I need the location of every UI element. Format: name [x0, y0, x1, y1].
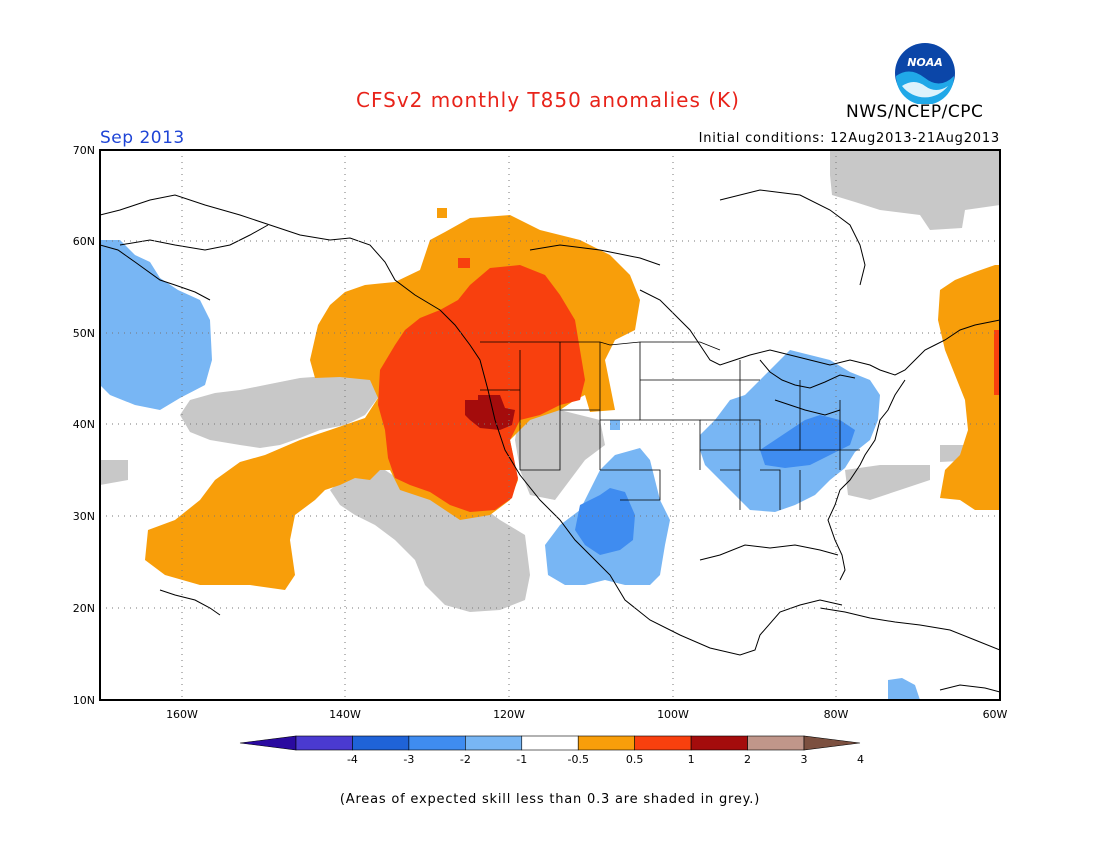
colorbar-swatch — [690, 735, 748, 751]
colorbar-swatch — [577, 735, 635, 751]
colorbar-tick-label: -4 — [347, 753, 358, 766]
colorbar-tick-label: -0.5 — [567, 753, 588, 766]
svg-text:NOAA: NOAA — [907, 56, 943, 69]
graticule — [100, 150, 1000, 700]
colorbar-tick-label: -2 — [460, 753, 471, 766]
forecast-month: Sep 2013 — [100, 128, 185, 148]
colorbar-tick-label: 1 — [688, 753, 695, 766]
lon-label: 160W — [166, 708, 198, 721]
warm-anomaly-strong — [465, 395, 515, 430]
colorbar-swatch — [747, 735, 805, 751]
colorbar-tick-label: 2 — [744, 753, 751, 766]
coastlines — [100, 189, 1000, 693]
colorbar-min-arrow — [239, 735, 297, 751]
lon-label: 100W — [657, 708, 689, 721]
colorbar-swatch — [295, 735, 353, 751]
lat-label: 70N — [73, 144, 95, 157]
lat-label: 20N — [73, 602, 95, 615]
colorbar-swatch — [408, 735, 466, 751]
colorbar-max-arrow — [803, 735, 861, 751]
lon-label: 80W — [824, 708, 849, 721]
lat-label: 10N — [73, 694, 95, 707]
colorbar-swatch — [465, 735, 523, 751]
chart-title: CFSv2 monthly T850 anomalies (K) — [356, 88, 740, 112]
lat-label: 60N — [73, 235, 95, 248]
colorbar-tick-label: 3 — [801, 753, 808, 766]
lat-label: 40N — [73, 418, 95, 431]
colorbar-swatch — [352, 735, 410, 751]
state-borders — [480, 341, 860, 510]
skill-note: (Areas of expected skill less than 0.3 a… — [339, 792, 761, 807]
lon-label: 140W — [329, 708, 361, 721]
lat-label: 30N — [73, 510, 95, 523]
colorbar-legend: -4 -3 -2 -1 -0.5 0.5 1 2 3 4 — [239, 735, 864, 766]
lat-labels: 70N 60N 50N 40N 30N 20N 10N — [73, 144, 95, 707]
colorbar-tick-label: -1 — [516, 753, 527, 766]
colorbar-tick-label: -3 — [403, 753, 414, 766]
colorbar-tick-label: 4 — [857, 753, 864, 766]
lon-labels: 160W 140W 120W 100W 80W 60W — [166, 708, 1007, 721]
colorbar-swatch — [634, 735, 692, 751]
agency-label: NWS/NCEP/CPC — [846, 102, 984, 122]
initial-conditions: Initial conditions: 12Aug2013-21Aug2013 — [698, 131, 1000, 146]
noaa-logo: NOAA — [895, 43, 955, 104]
colorbar-swatch — [521, 735, 579, 751]
lat-label: 50N — [73, 327, 95, 340]
lon-label: 60W — [983, 708, 1008, 721]
map-frame — [99, 149, 1001, 701]
lon-label: 120W — [493, 708, 525, 721]
warm-anomaly-moderate — [378, 258, 1000, 512]
colorbar-tick-label: 0.5 — [626, 753, 644, 766]
cool-anomaly-moderate — [575, 415, 855, 555]
